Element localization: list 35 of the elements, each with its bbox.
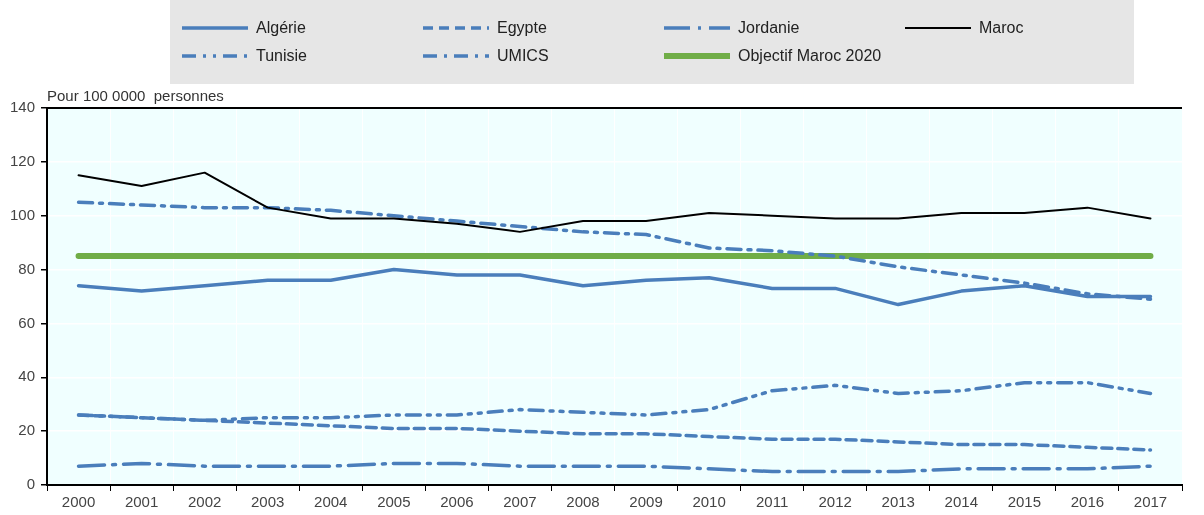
y-tick-label: 140 — [10, 98, 36, 116]
y-tick-label: 20 — [18, 421, 36, 439]
x-tick-label: 2009 — [629, 493, 663, 511]
x-tick-label: 2010 — [692, 493, 726, 511]
x-tick-label: 2017 — [1133, 493, 1168, 511]
y-tick-label: 60 — [18, 313, 36, 331]
x-tick-label: 2014 — [944, 493, 978, 511]
legend-label: Egypte — [497, 19, 547, 37]
x-tick-label: 2007 — [503, 493, 537, 511]
y-axis-title: Pour 100 0000 personnes — [47, 86, 224, 104]
y-tick-label: 120 — [10, 152, 36, 169]
legend-label: Algérie — [256, 19, 306, 37]
x-tick-label: 2001 — [124, 493, 159, 511]
y-tick-label: 40 — [18, 367, 36, 385]
legend-label: Objectif Maroc 2020 — [738, 47, 882, 65]
x-tick-label: 2000 — [61, 493, 96, 511]
x-tick-label: 2013 — [881, 493, 915, 511]
y-tick-label: 0 — [26, 475, 36, 493]
legend-label: Jordanie — [738, 19, 800, 37]
x-tick-label: 2016 — [1070, 493, 1105, 511]
x-tick-label: 2002 — [187, 493, 222, 511]
line-series — [76, 461, 1153, 474]
x-tick-label: 2003 — [251, 493, 285, 511]
legend-label: UMICS — [497, 47, 549, 65]
x-tick-label: 2006 — [440, 493, 474, 511]
x-tick-label: 2012 — [818, 493, 852, 511]
x-tick-label: 2015 — [1007, 493, 1042, 511]
legend-label: Tunisie — [256, 47, 307, 65]
y-tick-label: 100 — [10, 205, 36, 223]
x-tick-label: 2004 — [314, 493, 348, 511]
y-tick-label: 80 — [18, 259, 36, 277]
x-tick-label: 2011 — [756, 493, 789, 511]
x-tick-label: 2005 — [377, 493, 411, 511]
legend-label: Maroc — [979, 19, 1024, 37]
x-tick-label: 2008 — [566, 493, 600, 511]
